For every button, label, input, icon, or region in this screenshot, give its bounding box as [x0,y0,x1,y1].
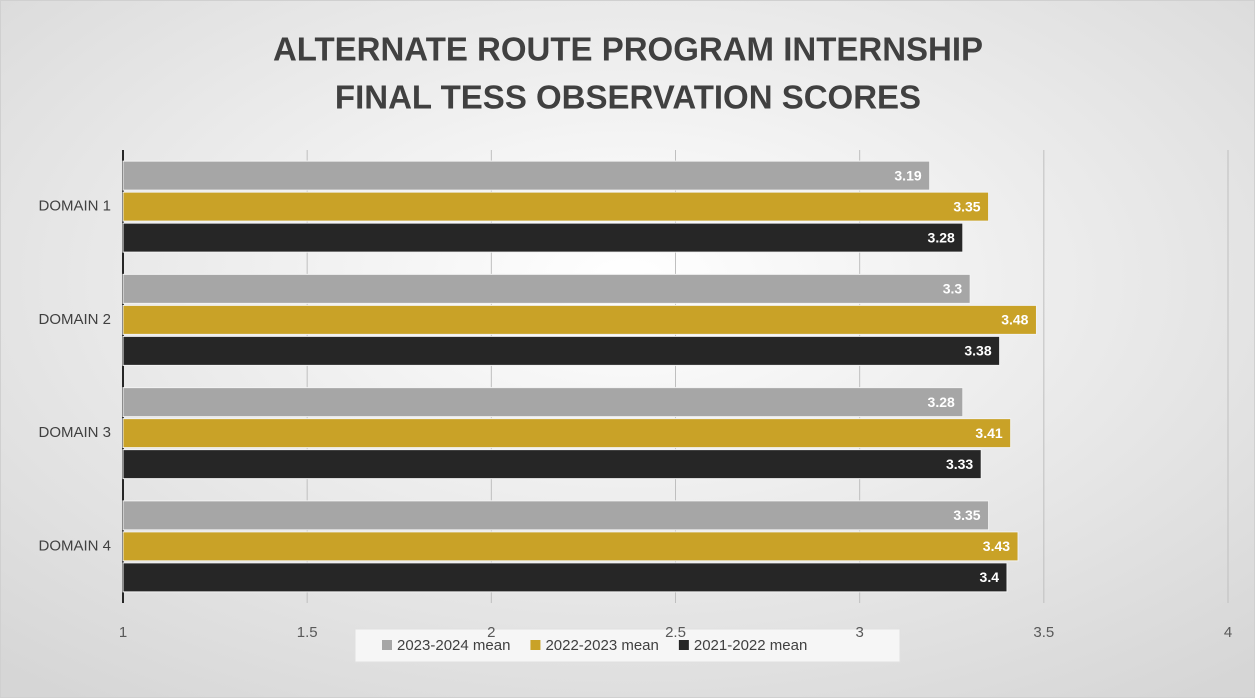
legend-label: 2021-2022 mean [694,637,807,654]
y-tick-label: DOMAIN 2 [38,311,111,328]
legend-swatch [530,640,541,650]
legend [354,628,901,663]
y-tick-label: DOMAIN 4 [38,537,111,554]
legend-swatch [678,640,689,650]
bar [122,191,990,222]
value-label: 3.35 [953,507,980,523]
value-label: 3.38 [964,343,991,359]
legend-label: 2023-2024 mean [397,637,510,654]
x-tick-label: 2 [487,624,495,641]
bar [122,222,964,253]
value-label: 3.4 [980,569,1000,585]
value-label: 3.28 [928,229,955,245]
bar [122,562,1008,593]
chart-title: ALTERNATE ROUTE PROGRAM INTERNSHIP [273,31,983,68]
value-label: 3.41 [975,425,1002,441]
bar [122,160,931,191]
x-tick-label: 1.5 [297,624,318,641]
x-tick-label: 3.5 [1033,624,1054,641]
bar [122,418,1012,449]
bar [122,273,971,304]
x-tick-label: 2.5 [665,624,686,641]
value-label: 3.43 [983,538,1010,554]
bar [122,449,982,480]
bar [122,500,990,531]
legend-swatch [382,640,392,650]
bar [122,304,1037,335]
value-label: 3.28 [928,394,955,410]
chart-title: FINAL TESS OBSERVATION SCORES [335,79,921,116]
value-label: 3.3 [943,281,963,297]
bar [122,387,964,418]
x-tick-label: 3 [855,624,863,641]
bar [122,335,1001,366]
y-tick-label: DOMAIN 1 [38,198,111,215]
y-tick-label: DOMAIN 3 [38,424,111,441]
value-label: 3.35 [953,198,980,214]
legend-label: 2022-2023 mean [545,637,658,654]
x-tick-label: 1 [119,624,127,641]
value-label: 3.33 [946,456,973,472]
bar [122,531,1019,562]
value-label: 3.48 [1001,312,1028,328]
value-label: 3.19 [894,167,921,183]
x-tick-label: 4 [1224,624,1232,641]
